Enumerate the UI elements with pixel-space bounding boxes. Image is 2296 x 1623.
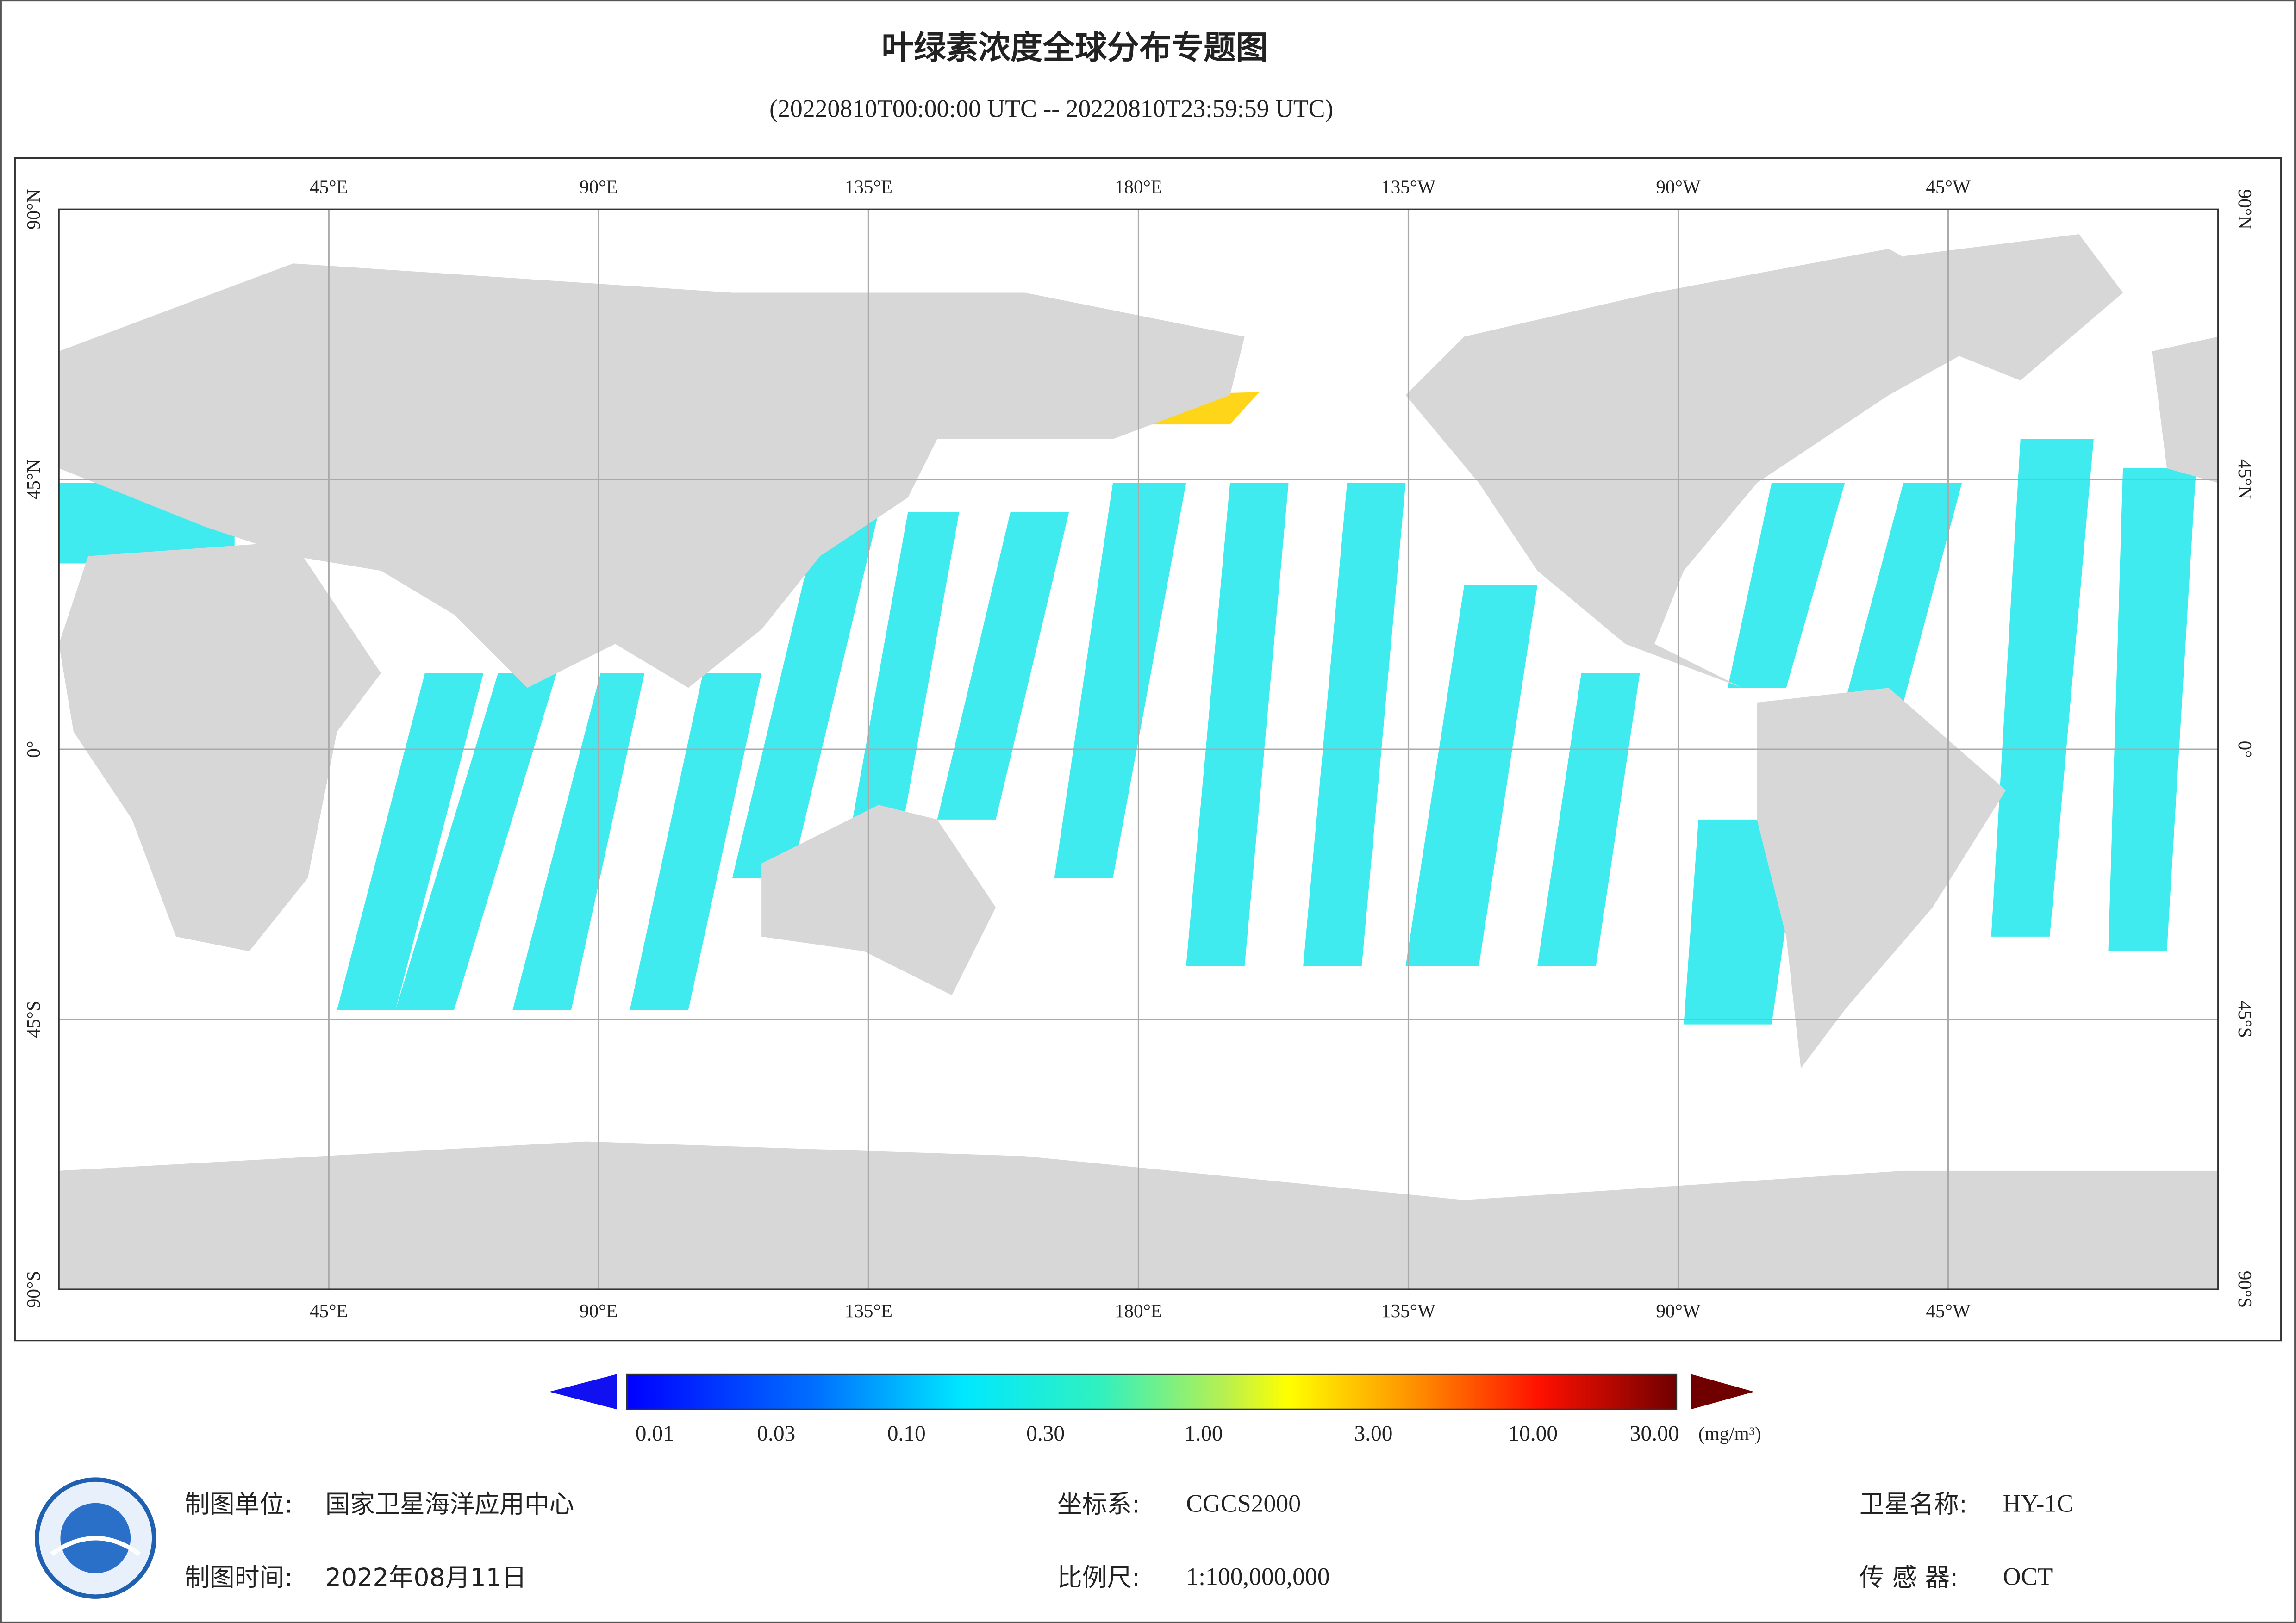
lon-label: 135°E	[845, 176, 892, 197]
lat-label: 45°S	[23, 1001, 44, 1038]
lon-label: 90°W	[1656, 1300, 1701, 1321]
lon-label: 90°E	[580, 1300, 618, 1321]
colorbar-low-arrow	[549, 1374, 617, 1410]
map-border	[58, 208, 2219, 1290]
lon-label: 180°E	[1115, 176, 1162, 197]
graticule-labels: 45°E 45°E 90°E 90°E 135°E 135°E 180°E 180°E 135°…	[23, 176, 2256, 1321]
lon-label: 90°E	[580, 176, 618, 197]
map-frame	[14, 157, 2282, 1342]
lat-label: 0°	[23, 741, 44, 758]
title: 叶绿素浓度全球分布专题图	[882, 29, 1268, 67]
field-value: OCT	[2003, 1562, 2053, 1590]
lat-label: 45°N	[23, 459, 44, 499]
subtitle: (20220810T00:00:00 UTC -- 20220810T23:59…	[769, 95, 1333, 123]
lon-label: 135°E	[845, 1300, 892, 1321]
colorbar-tick-label: 3.00	[1354, 1422, 1392, 1446]
field-label: 比例尺:	[1057, 1563, 1140, 1592]
lat-label: 45°N	[2234, 459, 2256, 499]
colorbar-tick-label: 0.01	[636, 1422, 674, 1446]
lon-label: 90°W	[1656, 176, 1701, 197]
lon-label: 45°E	[310, 176, 348, 197]
field-value: 2022年08月11日	[325, 1563, 527, 1592]
colorbar-tick-label: 0.10	[887, 1422, 926, 1446]
colorbar-ticks: 0.01 0.03 0.10 0.30 1.00 3.00 10.00 30.00	[636, 1422, 1679, 1446]
map	[59, 209, 2218, 1289]
colorbar-high-arrow	[1691, 1374, 1754, 1410]
colorbar-tick-label: 0.30	[1026, 1422, 1065, 1446]
lon-label: 135°W	[1381, 1300, 1435, 1321]
colorbar-tick-label: 1.00	[1185, 1422, 1223, 1446]
field-label: 坐标系:	[1057, 1490, 1140, 1519]
chlorophyll-swaths	[59, 439, 2196, 1025]
colorbar-tick-label: 30.00	[1630, 1422, 1679, 1446]
logo	[35, 1477, 156, 1599]
lat-label: 0°	[2234, 741, 2256, 758]
graticule	[59, 209, 2218, 1289]
lon-label: 45°E	[310, 1300, 348, 1321]
lat-label: 90°S	[23, 1271, 44, 1308]
field-label: 制图时间:	[185, 1563, 293, 1592]
lat-label: 45°S	[2234, 1001, 2256, 1038]
lon-label: 180°E	[1115, 1300, 1162, 1321]
field-label: 传 感 器:	[1859, 1563, 1959, 1592]
field-label: 卫星名称:	[1859, 1490, 1967, 1519]
field-value: CGCS2000	[1186, 1489, 1301, 1517]
lon-label: 135°W	[1381, 176, 1435, 197]
field-label: 制图单位:	[185, 1490, 293, 1519]
lat-label: 90°N	[23, 189, 44, 230]
colorbar-unit: (mg/m³)	[1698, 1423, 1761, 1445]
footer: 制图单位: 国家卫星海洋应用中心 制图时间: 2022年08月11日 坐标系: …	[185, 1489, 2073, 1592]
lon-label: 45°W	[1926, 1300, 1971, 1321]
lat-label: 90°N	[2234, 189, 2256, 230]
colorbar-tick-label: 10.00	[1508, 1422, 1558, 1446]
field-value: 1:100,000,000	[1186, 1562, 1330, 1590]
field-value: HY-1C	[2003, 1489, 2073, 1517]
lat-label: 90°S	[2234, 1271, 2256, 1308]
lon-label: 45°W	[1926, 176, 1971, 197]
colorbar	[626, 1373, 1678, 1410]
colorbar-tick-label: 0.03	[757, 1422, 795, 1446]
field-value: 国家卫星海洋应用中心	[325, 1490, 574, 1519]
